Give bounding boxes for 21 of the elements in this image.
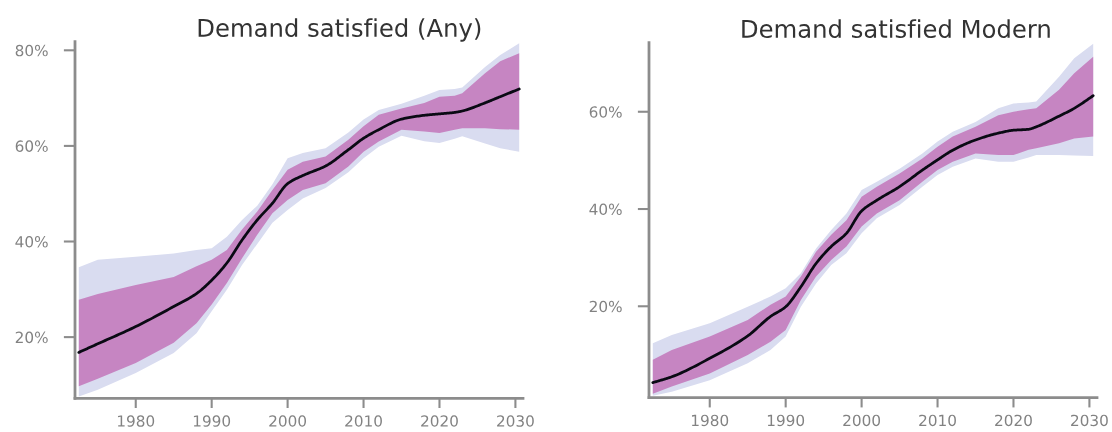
chart-title: Demand satisfied (Any) bbox=[198, 18, 481, 42]
x-tick-label: 2000 bbox=[843, 414, 881, 427]
x-tick-label: 1980 bbox=[691, 414, 729, 427]
x-tick-label: 1980 bbox=[117, 415, 155, 427]
x-tick-label: 2010 bbox=[919, 414, 956, 427]
x-tick-label: 2020 bbox=[995, 414, 1032, 427]
x-tick-label: 1990 bbox=[767, 414, 805, 427]
x-tick-label: 2020 bbox=[421, 415, 458, 427]
x-tick-label: 2030 bbox=[1071, 414, 1108, 427]
x-tick-label: 2030 bbox=[497, 415, 534, 427]
y-tick-label: 60% bbox=[15, 140, 48, 152]
x-tick-label: 1990 bbox=[193, 415, 231, 427]
y-tick-label: 80% bbox=[15, 44, 48, 57]
x-tick-label: 2010 bbox=[345, 415, 382, 427]
chart-title: Demand satisfied Modern bbox=[742, 19, 1050, 38]
y-tick-label: 60% bbox=[589, 106, 622, 118]
y-tick-label: 20% bbox=[589, 300, 622, 313]
y-tick-label: 40% bbox=[589, 203, 622, 216]
x-tick-label: 2000 bbox=[269, 415, 307, 427]
y-tick-label: 20% bbox=[15, 331, 48, 344]
y-tick-label: 40% bbox=[15, 235, 48, 248]
